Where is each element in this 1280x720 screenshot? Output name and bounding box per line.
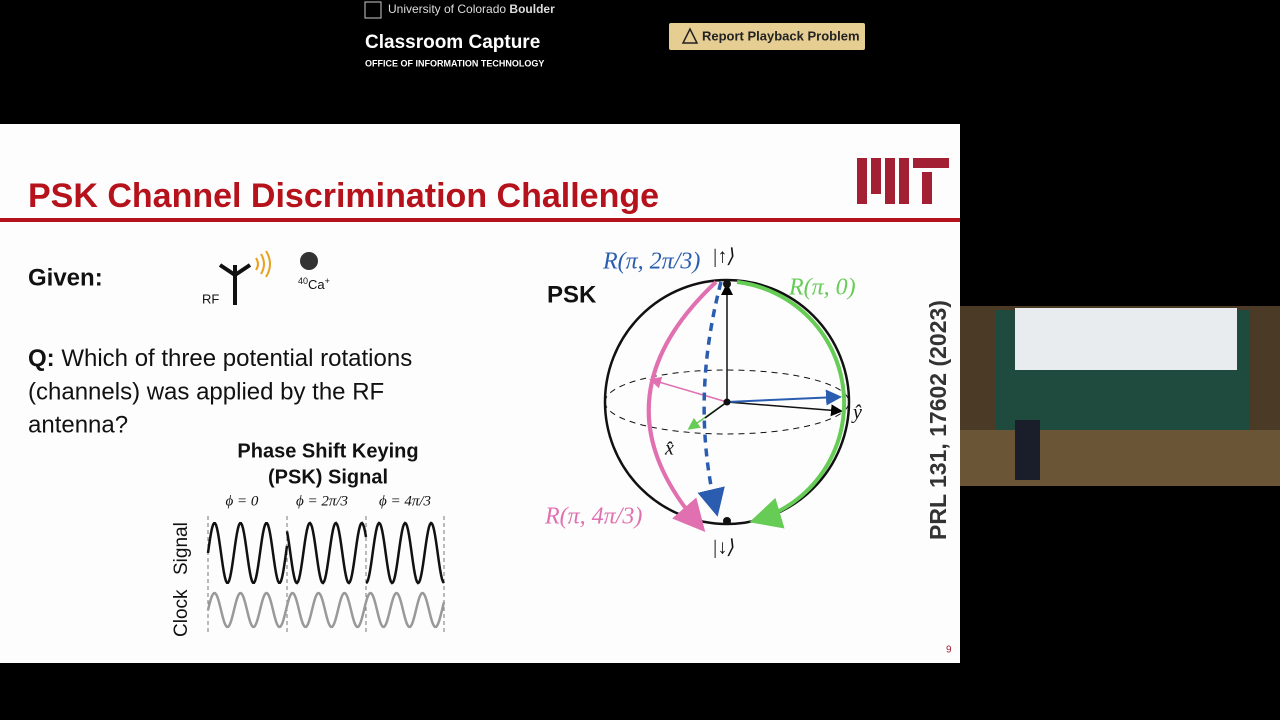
question-text: Which of three potential rotations [61,345,412,372]
university: University of Colorado Boulder [388,2,555,16]
cu-logo [364,1,382,19]
clock-wave [206,591,446,629]
header-title: Classroom Capture [365,32,540,53]
header-subtitle: OFFICE OF INFORMATION TECHNOLOGY [365,58,544,68]
campus: Boulder [509,2,555,16]
rf-waves [255,250,271,278]
signal-title: (PSK) Signal [268,466,388,488]
antenna-icon [218,263,252,305]
rf-label: RF [202,291,219,306]
ion-mass: 40 [298,276,308,286]
signal-label: Signal [171,522,192,575]
button-label[interactable]: Report Playback Problem [702,28,860,43]
question-label: Q: [28,345,55,372]
phase-label: ϕ = 0 [226,493,259,509]
ion-charge: + [325,276,330,286]
signal-wave [206,521,445,585]
state-down: |↓⟩ [712,537,735,559]
reference: PRL 131, 17602 (2023) [925,300,951,540]
signal-title: Phase Shift Keying [237,440,418,462]
university-name: University of Colorado [388,2,506,16]
question-text: (channels) was applied by the RF [28,378,384,405]
question-line: Q: Which of three potential rotations [28,345,412,372]
question-text: antenna? [28,411,128,438]
state-up: |↑⟩ [712,246,735,268]
axis-y: ŷ [851,402,862,424]
clock-label: Clock [171,589,192,637]
rotation-label: R(π, 2π/3) [602,249,700,275]
bloch-sphere [603,278,851,533]
slide-title: PSK Channel Discrimination Challenge [28,177,659,215]
rotation-label: R(π, 4π/3) [544,504,642,530]
ion-element: Ca [308,277,325,292]
button-bg[interactable] [669,23,865,50]
psk-label: PSK [547,281,597,308]
axis-x: x̂ [664,438,674,460]
given: Given: [28,264,103,291]
slide [0,124,960,663]
ion-label: 40Ca+ [298,276,330,292]
page-number: 9 [946,645,952,656]
warning-icon[interactable] [681,27,699,44]
camera-inset [960,306,1280,486]
phase-label: ϕ = 2π/3 [296,493,348,509]
mit-logo [857,158,949,204]
title-rule [0,218,960,222]
rotation-label: R(π, 0) [788,275,856,301]
waveforms [206,516,446,632]
report-button[interactable]: Report Playback Problem [669,23,865,50]
phase-label: ϕ = 4π/3 [379,493,431,509]
ion-icon [300,252,318,270]
